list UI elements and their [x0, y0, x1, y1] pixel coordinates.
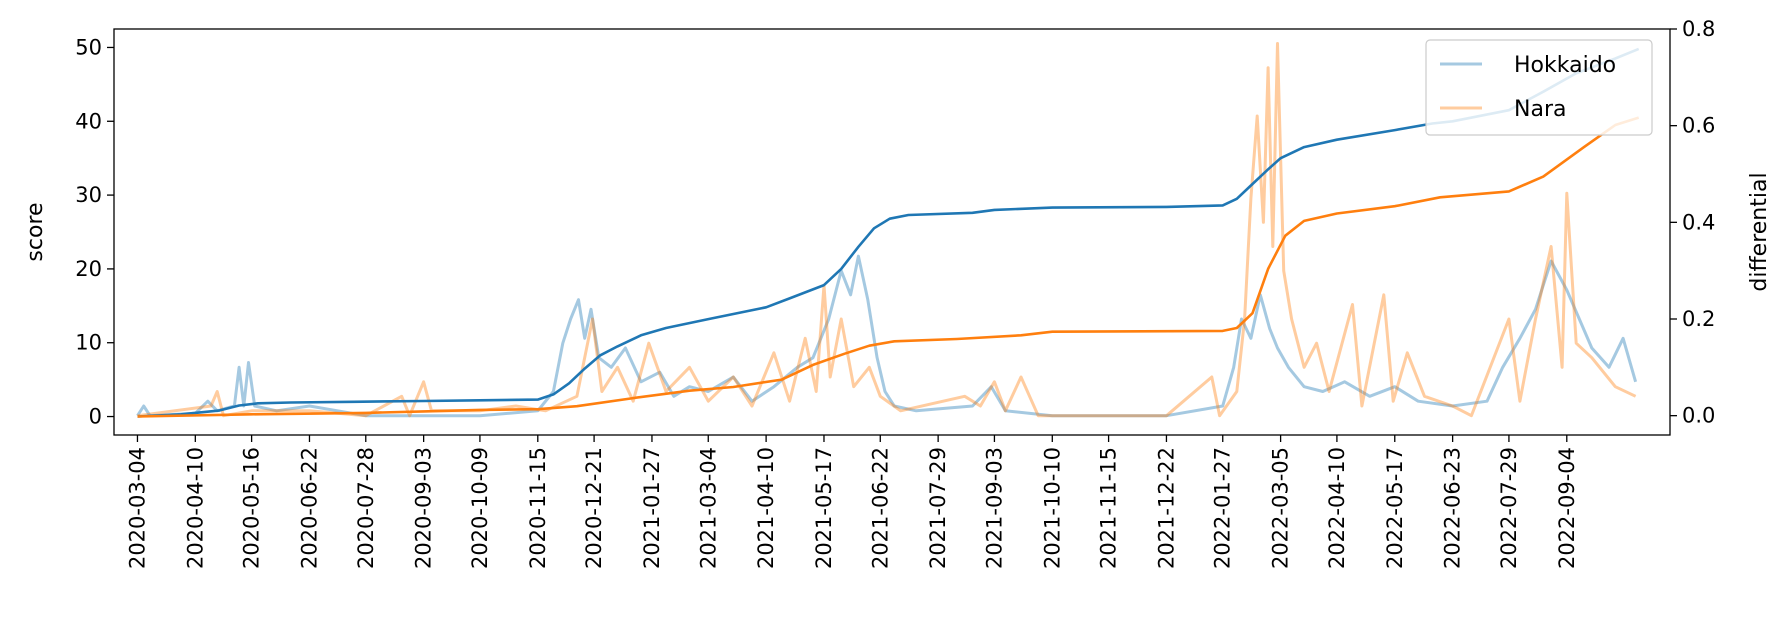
y2-axis-label: differential [1747, 172, 1772, 291]
x-tick-label: 2020-11-15 [526, 447, 550, 569]
x-tick-label: 2021-09-03 [982, 447, 1006, 569]
x-tick-label: 2022-01-27 [1211, 447, 1235, 569]
y2-tick-label: 0.8 [1682, 17, 1715, 41]
y2-tick-label: 0.6 [1682, 114, 1715, 138]
x-tick-label: 2022-07-29 [1497, 447, 1521, 569]
y-tick-label: 40 [75, 109, 102, 133]
x-tick-label: 2022-09-04 [1555, 447, 1579, 569]
y2-tick-label: 0.0 [1682, 404, 1715, 428]
legend-label-hokkaido: Hokkaido [1514, 53, 1616, 78]
y2-tick-label: 0.4 [1682, 210, 1715, 234]
ticks-layer: 0 10 20 30 40 50 0.0 0.2 0.4 0.6 0.8 2020-03-04 2020… [75, 17, 1715, 569]
x-tick-label: 2021-06-22 [868, 447, 892, 569]
x-tick-label: 2021-07-29 [926, 447, 950, 569]
x-tick-label: 2020-07-28 [354, 447, 378, 569]
series-line-nara-cumulative [137, 116, 1640, 418]
x-tick-label: 2021-12-22 [1155, 447, 1179, 569]
x-tick-label: 2022-04-10 [1325, 447, 1349, 569]
x-tick-label: 2022-05-17 [1383, 447, 1407, 569]
series-line-hokkaido-cumulative [137, 47, 1640, 418]
y-tick-label: 20 [75, 257, 102, 281]
x-tick-label: 2021-03-04 [696, 447, 720, 569]
lines-layer [136, 42, 1640, 418]
x-tick-label: 2021-01-27 [640, 447, 664, 569]
y-tick-label: 30 [75, 183, 102, 207]
x-tick-label: 2020-09-03 [412, 447, 436, 569]
y-axis-label: score [23, 202, 48, 261]
y-tick-label: 0 [89, 405, 102, 429]
legend-label-nara: Nara [1514, 97, 1566, 122]
legend: Hokkaido Nara [1425, 39, 1653, 136]
x-tick-label: 2020-04-10 [183, 447, 207, 569]
x-tick-label: 2020-10-09 [468, 447, 492, 569]
series-line-hokkaido-daily [136, 254, 1638, 418]
x-tick-label: 2020-05-16 [240, 447, 264, 569]
y-tick-label: 10 [75, 331, 102, 355]
x-tick-label: 2020-03-04 [126, 447, 150, 569]
x-tick-label: 2022-06-23 [1441, 447, 1465, 569]
x-tick-label: 2021-10-10 [1040, 447, 1064, 569]
y-tick-label: 50 [75, 35, 102, 59]
legend-box [1425, 39, 1653, 136]
x-tick-label: 2020-12-21 [582, 447, 606, 569]
x-tick-label: 2020-06-22 [298, 447, 322, 569]
y2-tick-label: 0.2 [1682, 307, 1715, 331]
plot-frame [113, 28, 1671, 436]
x-tick-label: 2021-05-17 [812, 447, 836, 569]
x-tick-label: 2022-03-05 [1269, 447, 1293, 569]
x-tick-label: 2021-04-10 [754, 447, 778, 569]
x-tick-label: 2021-11-15 [1097, 447, 1121, 569]
